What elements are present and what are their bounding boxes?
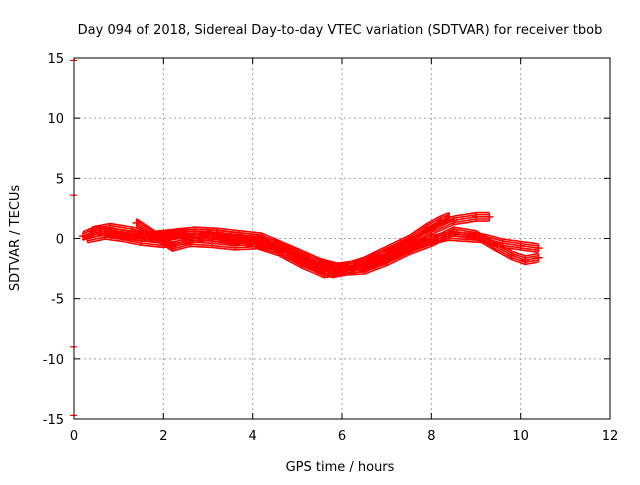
data-point — [190, 227, 199, 236]
data-point — [320, 269, 329, 278]
data-point — [507, 251, 516, 260]
x-tick-label: 8 — [427, 429, 435, 444]
data-point — [489, 241, 498, 250]
grid-lines — [74, 58, 610, 419]
x-tick-label: 2 — [159, 429, 167, 444]
data-point — [449, 227, 458, 236]
data-point — [472, 212, 480, 221]
series-line — [136, 217, 539, 270]
data-point — [436, 216, 445, 225]
data-point — [297, 259, 306, 268]
data-point — [320, 260, 329, 269]
y-tick-label: 0 — [56, 233, 64, 248]
data-point — [534, 244, 543, 253]
data-point — [235, 230, 244, 239]
data-point — [449, 216, 458, 225]
y-tick-label: -5 — [51, 293, 64, 308]
y-axis-ticks: -15 -10 -5 0 5 10 15 — [43, 52, 610, 428]
data-point — [128, 227, 137, 236]
data-point — [405, 235, 413, 244]
data-point — [516, 241, 525, 250]
y-tick-label: 15 — [47, 52, 64, 67]
x-tick-label: 6 — [338, 429, 346, 444]
data-point — [168, 229, 177, 238]
data-point — [230, 241, 239, 250]
y-axis-label: SDTVAR / TECUs — [8, 185, 23, 292]
data-point — [253, 240, 262, 249]
data-point — [78, 232, 87, 241]
data-point — [212, 228, 221, 237]
data-point — [405, 246, 413, 255]
data-point — [83, 234, 92, 243]
chart-title: Day 094 of 2018, Sidereal Day-to-day VTE… — [78, 23, 603, 38]
data-point — [150, 230, 159, 239]
data-point — [208, 239, 217, 248]
y-tick-label: 10 — [47, 112, 64, 127]
data-point — [472, 230, 480, 239]
data-point — [485, 212, 494, 221]
data-point — [382, 257, 391, 266]
y-tick-label: 5 — [56, 172, 64, 187]
x-tick-label: 4 — [249, 429, 257, 444]
data-point — [257, 233, 266, 242]
data-point — [445, 212, 454, 221]
data-point — [186, 238, 195, 247]
data-point — [338, 266, 346, 275]
x-tick-label: 12 — [602, 429, 619, 444]
data-point — [87, 227, 96, 236]
data-point — [105, 223, 114, 232]
data-point — [360, 265, 369, 274]
x-axis-ticks: 0 2 4 6 8 10 12 — [70, 58, 618, 444]
series-arc-d — [132, 217, 543, 279]
y-tick-label: -10 — [43, 353, 64, 368]
data-marks — [78, 211, 543, 279]
data-point — [422, 223, 431, 232]
data-point — [275, 247, 284, 256]
data-point — [427, 238, 436, 247]
data-point — [521, 256, 530, 265]
x-tick-label: 0 — [70, 429, 78, 444]
data-point — [382, 246, 391, 255]
data-point — [302, 252, 311, 261]
data-point — [168, 242, 177, 251]
x-axis-label: GPS time / hours — [286, 460, 395, 475]
x-tick-label: 10 — [512, 429, 529, 444]
data-point — [132, 218, 141, 227]
data-point — [360, 257, 369, 266]
series-line — [136, 226, 539, 279]
data-point — [534, 253, 543, 262]
y-tick-label: -15 — [43, 413, 64, 428]
